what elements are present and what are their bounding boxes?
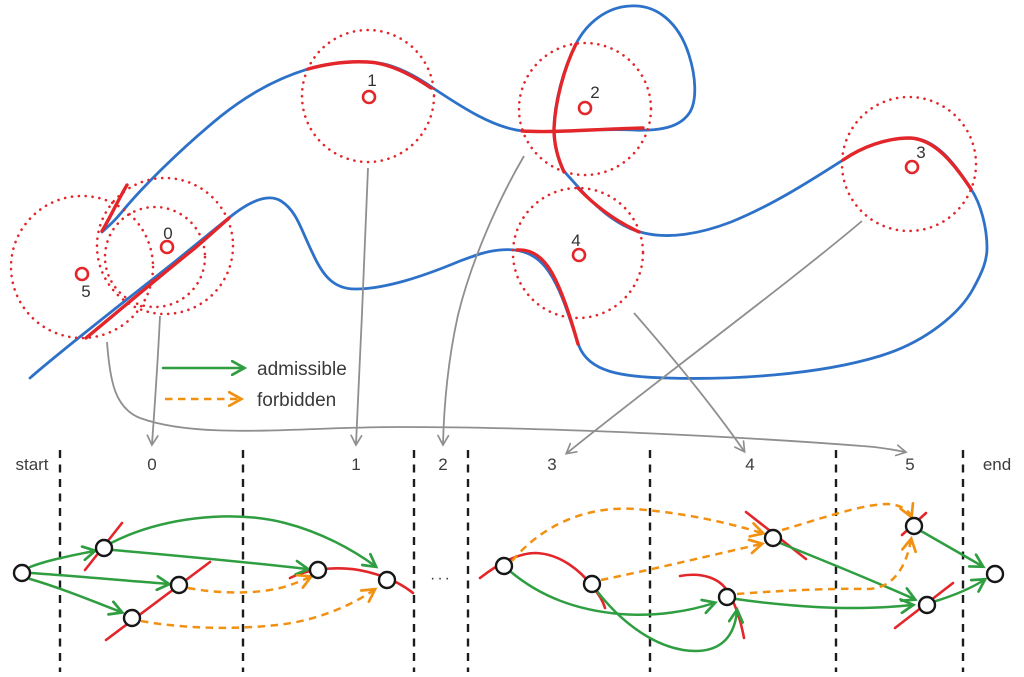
column-label-end: end [983, 455, 1011, 474]
waypoint-label-1: 1 [367, 71, 376, 90]
node-col0-c [122, 608, 142, 628]
waypoint-marker-2 [577, 100, 593, 116]
waypoint-marker-5 [74, 266, 90, 282]
edge-forbidden-c-e [140, 590, 374, 630]
edge-admissible-start-a [28, 551, 94, 569]
node-col1-e [377, 570, 397, 590]
robot-path-curve [28, 4, 989, 380]
edge-admissible-j-end [919, 529, 982, 566]
top-map: 5 0 1 2 3 4 [9, 4, 989, 457]
edge-admissible-f-i [509, 570, 714, 617]
waypoint-marker-0 [159, 239, 175, 255]
edge-forbidden-f-h [511, 507, 762, 562]
column-label-1: 1 [351, 455, 360, 474]
region-circle-mid [103, 205, 207, 309]
waypoint-label-0: 0 [163, 224, 172, 243]
highlight-segment-region1 [306, 60, 433, 90]
sample-graph [12, 504, 1005, 653]
column-label-start: start [15, 455, 48, 474]
waypoint-marker-4 [571, 247, 587, 263]
mapping-arrow-region2 [437, 155, 525, 447]
waypoint-marker-1 [361, 89, 377, 105]
graph-ellipsis: ··· [430, 570, 452, 587]
mapping-arrow-region3 [564, 220, 863, 455]
edge-admissible-g-i [595, 589, 737, 653]
mapping-arrow-region5 [106, 341, 908, 457]
region-circle-4 [511, 186, 645, 320]
edge-forbidden-i-j [736, 540, 911, 596]
highlight-segment-region4-scurve [515, 248, 580, 346]
edge-forbidden-h-j [781, 504, 911, 532]
highlight-segment-region3 [841, 136, 973, 191]
edge-admissible-a-d [111, 548, 307, 569]
highlight-segment-region2-vertical [552, 42, 578, 174]
node-col5-k [917, 595, 937, 615]
node-col4-i [717, 587, 737, 607]
edge-forbidden-b-d [187, 577, 310, 594]
timeline: start 0 1 2 3 4 5 end ··· [15, 450, 1011, 672]
mapping-arrow-region4 [633, 312, 746, 454]
column-label-2: 2 [438, 455, 447, 474]
region-circle-3 [840, 95, 978, 233]
edge-admissible-k-end [934, 580, 984, 603]
region-circle-1 [300, 28, 436, 164]
node-col0-b [169, 575, 189, 595]
waypoint-label-4: 4 [571, 231, 580, 250]
highlight-segment-region5 [100, 183, 129, 233]
column-label-5: 5 [905, 455, 914, 474]
node-col4-h [763, 528, 783, 548]
node-col1-d [308, 560, 328, 580]
node-col0-a [94, 538, 114, 558]
region-circle-0 [95, 176, 235, 316]
highlight-segment-region2-horizontal [520, 126, 645, 134]
column-label-3: 3 [547, 455, 556, 474]
region-circle-5 [9, 194, 155, 340]
column-label-0: 0 [147, 455, 156, 474]
edge-admissible-start-b [29, 571, 168, 584]
edge-admissible-a-e [109, 515, 375, 566]
node-start [12, 563, 32, 583]
edge-forbidden-g-h [600, 544, 761, 582]
mapping-arrow-region0 [146, 315, 161, 447]
legend-admissible-label: admissible [257, 359, 347, 380]
tangent-tick-col0-bc [104, 560, 212, 642]
mapping-arrow-region1 [350, 167, 369, 447]
legend: admissible forbidden [161, 359, 347, 411]
waypoint-label-2: 2 [590, 83, 599, 102]
region-circle-2 [517, 41, 653, 177]
node-col3-f [494, 556, 514, 576]
waypoint-label-3: 3 [916, 143, 925, 162]
edge-admissible-h-k [778, 541, 914, 599]
node-col5-j [904, 516, 924, 536]
highlight-segment-region4-diagonal [576, 186, 641, 234]
edge-admissible-i-k [734, 597, 912, 608]
column-label-4: 4 [745, 455, 754, 474]
legend-forbidden-label: forbidden [257, 390, 336, 411]
edge-admissible-start-c [28, 577, 121, 612]
waypoint-label-5: 5 [81, 282, 90, 301]
highlight-segment-region0 [84, 216, 231, 340]
tangent-tick-col4-i [678, 573, 746, 640]
waypoint-marker-3 [904, 159, 920, 175]
node-col3-g [582, 574, 602, 594]
node-end [985, 564, 1005, 584]
